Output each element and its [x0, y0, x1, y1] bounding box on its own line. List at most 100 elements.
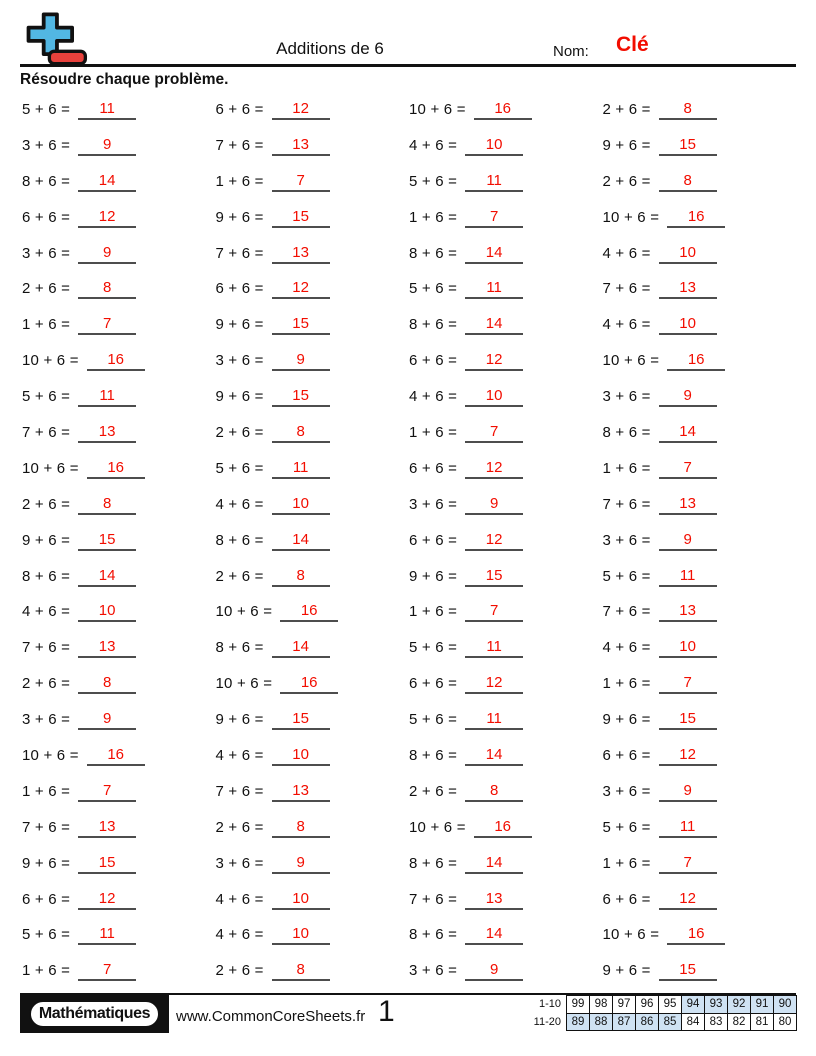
problem-equation: 3 + 6 =: [22, 244, 71, 262]
answer-line: 13: [78, 635, 137, 659]
problem-equation: 9 + 6 =: [215, 316, 264, 334]
answer-line: 16: [86, 348, 145, 372]
answer-value: 14: [98, 566, 116, 584]
score-cell: 84: [681, 1012, 705, 1031]
answer-value: 15: [98, 853, 116, 871]
problem-equation: 2 + 6 =: [215, 567, 264, 585]
answer-value: 12: [485, 458, 503, 476]
answer-value: 14: [292, 530, 309, 548]
answer-value: 7: [683, 458, 692, 476]
answer-line: 11: [78, 97, 137, 120]
answer-line: 8: [271, 815, 330, 838]
problem: 2 + 6 = 8: [216, 420, 410, 456]
problem-equation: 5 + 6 =: [409, 280, 458, 298]
problem: 3 + 6 = 9: [603, 779, 797, 815]
problem: 8 + 6 = 14: [22, 169, 216, 205]
answer-value: 11: [99, 100, 115, 117]
problem-equation: 2 + 6 =: [215, 962, 264, 980]
answer-line: 14: [465, 743, 524, 767]
answer-line: 11: [465, 276, 524, 300]
answer-value: 9: [296, 853, 305, 871]
problem-equation: 7 + 6 =: [602, 603, 651, 621]
problem: 2 + 6 = 8: [216, 564, 410, 600]
answer-value: 8: [296, 566, 305, 584]
problem-equation: 10 + 6 =: [22, 747, 79, 765]
problem: 2 + 6 = 8: [603, 97, 797, 133]
answer-value: 8: [489, 781, 499, 799]
problem-equation: 10 + 6 =: [409, 818, 466, 836]
answer-value: 8: [683, 100, 692, 117]
answer-value: 11: [99, 387, 115, 405]
score-cell: 87: [612, 1012, 636, 1031]
answer-line: 9: [465, 958, 524, 982]
answer-value: 8: [102, 279, 112, 297]
brand-badge: Mathématiques: [28, 1000, 161, 1028]
answer-line: 12: [465, 528, 524, 551]
problem-equation: 8 + 6 =: [22, 172, 71, 190]
answer-value: 10: [292, 925, 309, 943]
problem-equation: 5 + 6 =: [409, 639, 458, 657]
problem: 7 + 6 = 13: [216, 133, 410, 169]
answer-line: 14: [465, 241, 524, 264]
problem: 6 + 6 = 12: [409, 456, 603, 492]
score-cell: 96: [635, 995, 659, 1014]
answer-value: 11: [486, 638, 502, 656]
problem-equation: 2 + 6 =: [215, 818, 264, 836]
answer-value: 11: [486, 171, 502, 189]
problem: 5 + 6 = 11: [409, 169, 603, 205]
answer-line: 11: [271, 456, 330, 479]
problem: 1 + 6 = 7: [22, 312, 216, 348]
problem-equation: 3 + 6 =: [215, 854, 264, 872]
problem: 6 + 6 = 12: [603, 887, 797, 923]
problem-equation: 1 + 6 =: [409, 603, 458, 621]
problem-equation: 9 + 6 =: [215, 388, 264, 406]
problem-equation: 4 + 6 =: [215, 747, 264, 765]
answer-line: 13: [271, 133, 330, 156]
footer-divider: [20, 993, 796, 995]
problem: 8 + 6 = 14: [409, 312, 603, 348]
problem: 7 + 6 = 13: [216, 241, 410, 277]
answer-value: 13: [292, 781, 309, 799]
problem: 1 + 6 = 7: [409, 205, 603, 241]
problem-equation: 4 + 6 =: [602, 244, 651, 262]
answer-value: 14: [485, 853, 503, 871]
answer-line: 7: [658, 456, 717, 479]
answer-line: 12: [271, 97, 330, 120]
problem: 10 + 6 = 16: [409, 815, 603, 851]
answer-line: 11: [658, 564, 717, 587]
answer-line: 12: [271, 276, 330, 300]
problem: 10 + 6 = 16: [22, 743, 216, 779]
problem: 3 + 6 = 9: [603, 528, 797, 564]
answer-line: 10: [465, 384, 524, 408]
answer-value: 8: [296, 961, 305, 979]
answer-value: 11: [679, 817, 696, 835]
answer-value: 10: [679, 243, 696, 261]
answer-value: 15: [679, 710, 696, 728]
problem-equation: 7 + 6 =: [215, 782, 264, 800]
answer-value: 13: [98, 638, 116, 656]
answer-line: 15: [78, 528, 137, 551]
problem-equation: 5 + 6 =: [22, 101, 71, 118]
problem: 8 + 6 = 14: [22, 564, 216, 600]
problem: 10 + 6 = 16: [603, 348, 797, 384]
answer-line: 11: [465, 707, 524, 731]
answer-value: 8: [102, 494, 112, 512]
score-cell: 81: [750, 1012, 774, 1031]
answer-line: 7: [78, 958, 137, 982]
answer-line: 14: [271, 635, 330, 659]
answer-line: 15: [658, 958, 717, 982]
problem: 8 + 6 = 14: [409, 851, 603, 887]
problem: 4 + 6 = 10: [409, 133, 603, 169]
answer-value: 16: [494, 100, 511, 117]
problem-equation: 3 + 6 =: [215, 352, 264, 370]
answer-value: 16: [107, 746, 124, 764]
answer-value: 10: [679, 638, 696, 656]
problem: 1 + 6 = 7: [409, 420, 603, 456]
answer-value: 11: [486, 710, 502, 728]
problem: 9 + 6 = 15: [603, 133, 797, 169]
problem-equation: 10 + 6 =: [602, 352, 660, 370]
answer-value: 16: [300, 674, 318, 692]
problem-equation: 1 + 6 =: [22, 782, 71, 800]
problem: 7 + 6 = 13: [603, 276, 797, 312]
problem-equation: 9 + 6 =: [602, 962, 651, 980]
